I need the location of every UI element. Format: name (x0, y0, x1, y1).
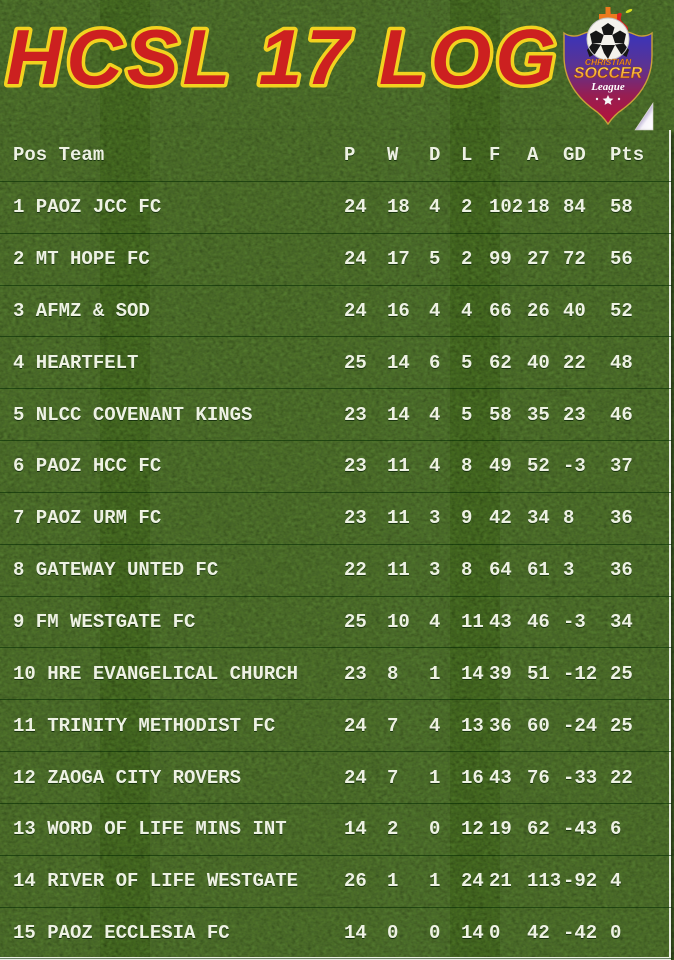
svg-text:SOCCER: SOCCER (574, 65, 643, 82)
svg-text:HCSL 17 LOG: HCSL 17 LOG (6, 14, 560, 101)
svg-text:League: League (590, 81, 625, 93)
